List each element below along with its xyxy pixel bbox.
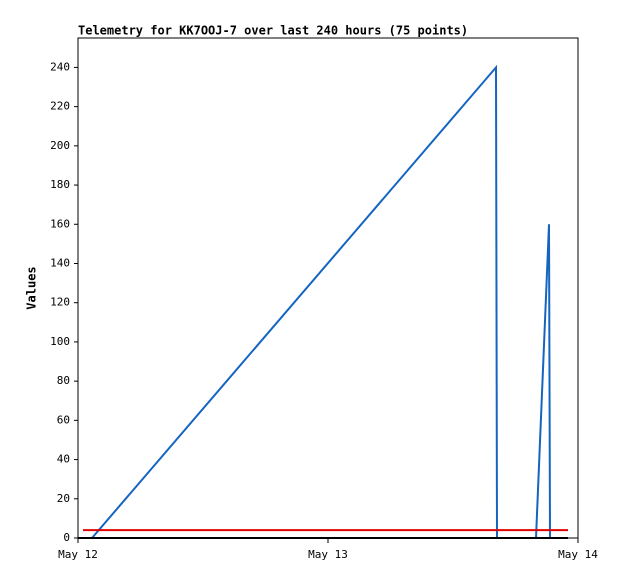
y-tick-label: 140	[50, 256, 70, 269]
y-tick-label: 0	[63, 531, 70, 544]
x-tick-label: May 14	[558, 548, 598, 561]
y-tick-label: 40	[57, 453, 70, 466]
y-tick-label: 180	[50, 178, 70, 191]
y-tick-label: 100	[50, 335, 70, 348]
x-tick-label: May 13	[308, 548, 348, 561]
y-tick-label: 240	[50, 60, 70, 73]
series-line	[91, 64, 551, 539]
y-tick-label: 160	[50, 217, 70, 230]
plot-frame	[77, 37, 579, 539]
y-axis-label: Values	[25, 266, 39, 309]
y-tick-label: 220	[50, 100, 70, 113]
y-tick-label: 120	[50, 296, 70, 309]
y-tick-label: 60	[57, 413, 70, 426]
chart-title: Telemetry for KK7OOJ-7 over last 240 hou…	[78, 24, 468, 38]
x-tick-label: May 12	[58, 548, 98, 561]
y-tick-label: 200	[50, 139, 70, 152]
y-tick-label: 20	[57, 492, 70, 505]
y-tick-label: 80	[57, 374, 70, 387]
